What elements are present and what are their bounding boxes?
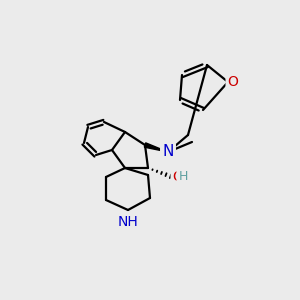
Text: O: O	[228, 75, 238, 89]
Polygon shape	[144, 143, 168, 152]
Text: O: O	[172, 170, 183, 184]
Text: NH: NH	[118, 215, 138, 229]
Text: H: H	[178, 170, 188, 184]
Text: N: N	[162, 145, 174, 160]
